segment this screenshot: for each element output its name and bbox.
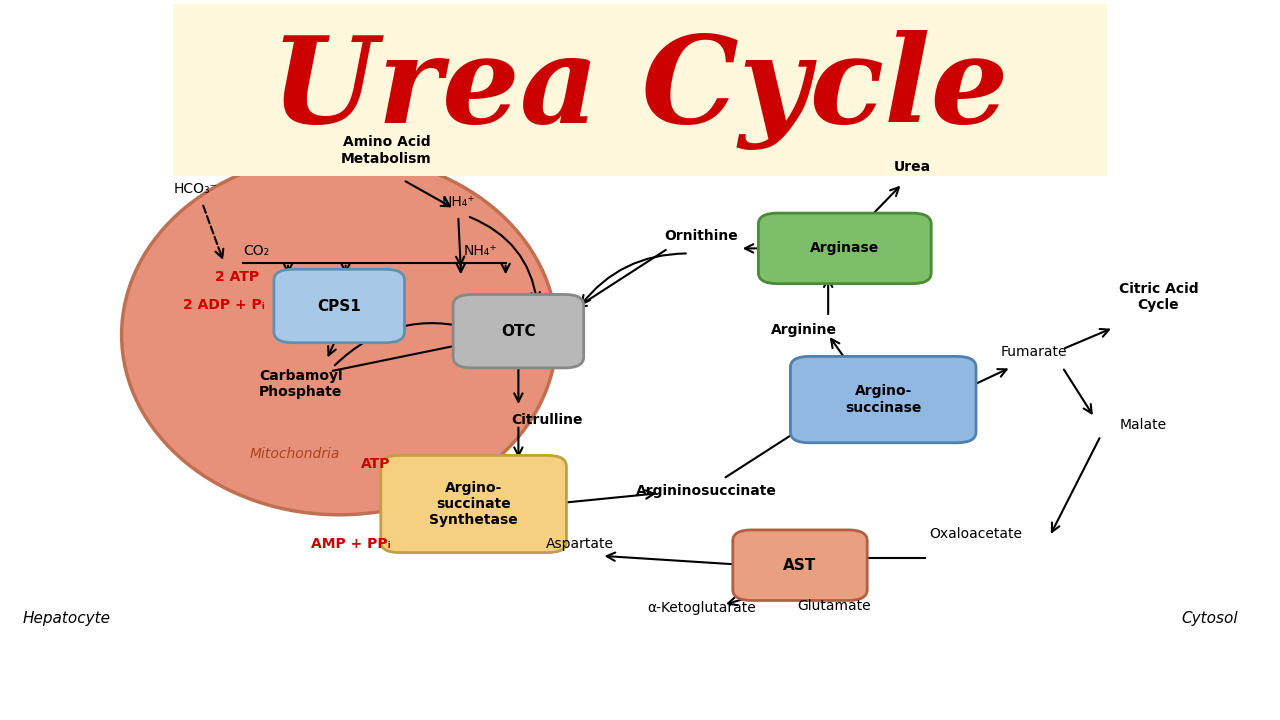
Text: Hepatocyte: Hepatocyte xyxy=(23,611,110,626)
Text: CPS1: CPS1 xyxy=(317,299,361,313)
Text: Amino Acid
Metabolism: Amino Acid Metabolism xyxy=(342,135,431,166)
Text: Arginase: Arginase xyxy=(810,241,879,256)
Text: Malate: Malate xyxy=(1120,418,1167,432)
Text: α-Ketoglutarate: α-Ketoglutarate xyxy=(648,601,755,615)
Text: Ornithine: Ornithine xyxy=(664,230,739,243)
FancyBboxPatch shape xyxy=(759,213,932,284)
FancyBboxPatch shape xyxy=(381,456,566,553)
Text: Mitochondria: Mitochondria xyxy=(250,447,339,461)
Text: CO₂: CO₂ xyxy=(243,244,269,258)
Text: Arginine: Arginine xyxy=(771,323,837,337)
FancyBboxPatch shape xyxy=(274,269,404,343)
Text: Argininosuccinate: Argininosuccinate xyxy=(636,484,777,498)
Text: Glutamate: Glutamate xyxy=(797,599,872,613)
Text: Argino-
succinase: Argino- succinase xyxy=(845,384,922,415)
Text: AST: AST xyxy=(783,558,817,572)
Ellipse shape xyxy=(122,155,557,515)
Text: Citric Acid
Cycle: Citric Acid Cycle xyxy=(1119,282,1198,312)
Text: Citrulline: Citrulline xyxy=(511,413,582,426)
FancyBboxPatch shape xyxy=(173,4,1107,176)
Text: Cytosol: Cytosol xyxy=(1181,611,1238,626)
Text: OTC: OTC xyxy=(500,324,536,338)
Text: HCO₃⁻: HCO₃⁻ xyxy=(174,182,218,196)
Text: Oxaloacetate: Oxaloacetate xyxy=(929,528,1021,541)
Text: Carbamoyl
Phosphate: Carbamoyl Phosphate xyxy=(259,369,343,399)
Text: ATP: ATP xyxy=(361,457,390,472)
Text: 2 ATP: 2 ATP xyxy=(215,271,259,284)
Text: 2 ADP + Pᵢ: 2 ADP + Pᵢ xyxy=(183,298,265,312)
Text: AMP + PPᵢ: AMP + PPᵢ xyxy=(311,536,390,551)
FancyBboxPatch shape xyxy=(732,530,868,600)
FancyBboxPatch shape xyxy=(790,356,977,443)
Text: Argino-
succinate
Synthetase: Argino- succinate Synthetase xyxy=(429,481,518,527)
Text: Urea: Urea xyxy=(893,161,932,174)
Text: NH₄⁺: NH₄⁺ xyxy=(442,195,475,209)
Text: Fumarate: Fumarate xyxy=(1001,345,1068,359)
Text: NH₄⁺: NH₄⁺ xyxy=(463,244,497,258)
Text: Urea Cycle: Urea Cycle xyxy=(271,30,1009,150)
FancyBboxPatch shape xyxy=(453,294,584,368)
Text: Aspartate: Aspartate xyxy=(545,537,614,551)
